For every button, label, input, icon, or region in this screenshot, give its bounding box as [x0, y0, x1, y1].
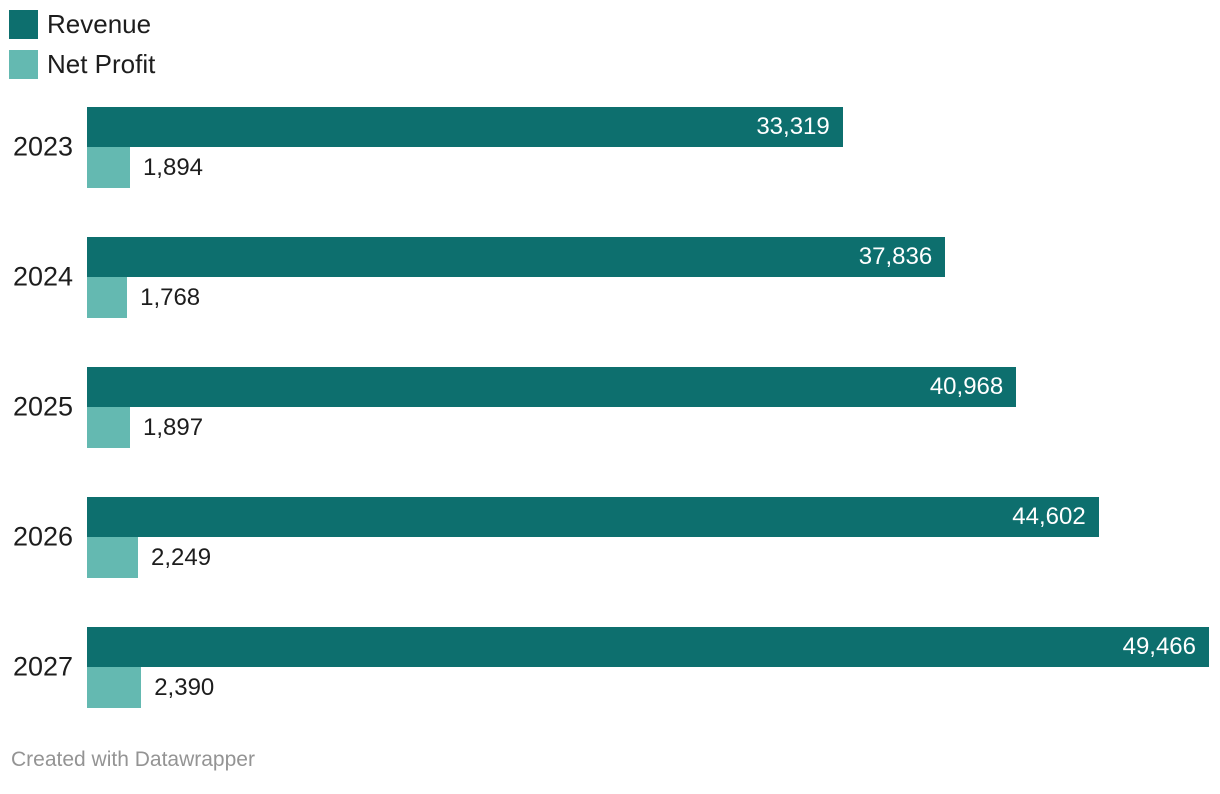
revenue-bar: 37,836	[87, 237, 946, 277]
net-profit-value-label: 1,894	[142, 153, 204, 181]
revenue-bar: 44,602	[87, 497, 1099, 537]
year-tick-label: 2027	[13, 651, 74, 682]
net-profit-value-label: 1,897	[143, 413, 204, 441]
revenue-bar: 49,466	[87, 627, 1209, 667]
net-profit-row: 1,894	[87, 147, 1209, 188]
year-tick-label: 2024	[13, 261, 74, 292]
revenue-bar: 40,968	[87, 367, 1017, 407]
chart-legend: Revenue Net Profit	[9, 10, 1220, 79]
net-profit-swatch-icon	[9, 50, 38, 79]
net-profit-bar	[87, 147, 130, 188]
revenue-value-label: 37,836	[858, 243, 933, 270]
revenue-value-label: 49,466	[1122, 633, 1196, 660]
bar-group-2026: 2026 44,602 2,249	[0, 497, 1220, 578]
legend-label-revenue: Revenue	[47, 9, 152, 39]
net-profit-row: 2,390	[87, 667, 1209, 708]
net-profit-bar	[87, 667, 142, 708]
net-profit-row: 2,249	[87, 537, 1209, 578]
year-tick-label: 2025	[13, 391, 74, 422]
revenue-value-label: 44,602	[1012, 503, 1086, 530]
net-profit-bar	[87, 537, 138, 578]
net-profit-value-label: 1,768	[140, 283, 201, 311]
bar-group-2023: 2023 33,319 1,894	[0, 107, 1220, 188]
net-profit-row: 1,897	[87, 407, 1209, 448]
net-profit-row: 1,768	[87, 277, 1209, 318]
net-profit-value-label: 2,249	[151, 543, 212, 571]
legend-item-revenue: Revenue	[9, 10, 1220, 39]
bar-group-2024: 2024 37,836 1,768	[0, 237, 1220, 318]
bar-group-2027: 2027 49,466 2,390	[0, 627, 1220, 708]
bar-group-2025: 2025 40,968 1,897	[0, 367, 1220, 448]
year-tick-label: 2023	[13, 131, 74, 162]
revenue-value-label: 33,319	[756, 113, 830, 140]
year-tick-label: 2026	[13, 521, 74, 552]
revenue-bar: 33,319	[87, 107, 843, 147]
net-profit-value-label: 2,390	[154, 673, 215, 701]
legend-label-net-profit: Net Profit	[47, 49, 156, 79]
legend-item-net-profit: Net Profit	[9, 50, 1220, 79]
revenue-swatch-icon	[9, 10, 38, 39]
net-profit-bar	[87, 277, 128, 318]
revenue-value-label: 40,968	[929, 373, 1004, 400]
datawrapper-attribution-link[interactable]: Created with Datawrapper	[11, 748, 255, 771]
chart: 2023 33,319 1,894 2024 37,836 1,768 2025 40,968…	[0, 107, 1220, 708]
net-profit-bar	[87, 407, 131, 448]
